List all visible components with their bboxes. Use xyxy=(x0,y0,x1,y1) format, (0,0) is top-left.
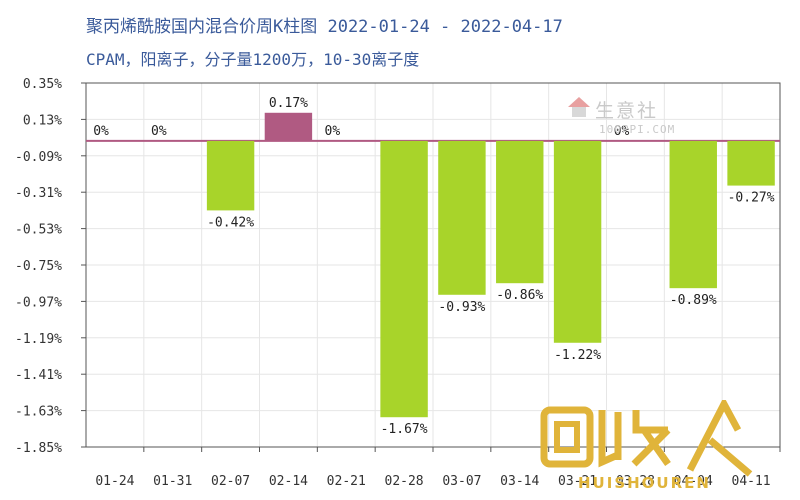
data-label: 0.17% xyxy=(269,96,308,111)
recycle-logo xyxy=(540,400,753,477)
bar xyxy=(669,140,717,289)
data-label: 0% xyxy=(151,124,167,139)
y-tick-label: -0.97% xyxy=(15,295,62,310)
bar xyxy=(206,140,255,211)
house-icon xyxy=(568,97,590,117)
chart-subtitle: CPAM，阳离子，分子量1200万，10-30离子度 xyxy=(86,50,420,69)
y-tick-label: -1.63% xyxy=(15,405,62,420)
watermark-main: 生意社 xyxy=(595,100,659,122)
x-tick-label: 01-31 xyxy=(153,474,192,489)
watermark: 生意社 100PPI.COM xyxy=(565,96,675,136)
bar xyxy=(496,140,544,284)
x-tick-label: 03-07 xyxy=(442,474,481,489)
logo-text: HUISHOUREN xyxy=(578,474,711,492)
x-tick-label: 02-07 xyxy=(211,474,250,489)
bar xyxy=(264,112,313,141)
y-tick-label: -1.19% xyxy=(15,332,62,347)
data-label: -0.89% xyxy=(670,293,717,308)
data-label: 0% xyxy=(614,124,630,139)
data-label: 0% xyxy=(93,124,109,139)
data-label: -0.27% xyxy=(728,191,775,206)
y-tick-label: 0.35% xyxy=(23,77,62,92)
data-label: -0.86% xyxy=(496,288,543,303)
x-tick-label: 04-11 xyxy=(732,474,771,489)
bar xyxy=(553,140,602,343)
y-tick-label: -0.53% xyxy=(15,223,62,238)
x-tick-label: 03-21 xyxy=(558,474,597,489)
chart-title: 聚丙烯酰胺国内混合价周K柱图 2022-01-24 - 2022-04-17 xyxy=(86,17,563,37)
bar xyxy=(380,140,428,418)
bar xyxy=(727,140,775,186)
x-tick-label: 04-04 xyxy=(674,474,713,489)
y-tick-label: -1.41% xyxy=(15,368,62,383)
watermark-sub: 100PPI.COM xyxy=(599,123,676,136)
data-label: -1.22% xyxy=(554,348,601,363)
x-tick-label: 01-24 xyxy=(95,474,134,489)
x-tick-label: 02-28 xyxy=(385,474,424,489)
data-label: 0% xyxy=(325,124,341,139)
y-tick-label: -0.09% xyxy=(15,150,62,165)
data-label: -0.42% xyxy=(207,215,254,230)
x-tick-label: 02-14 xyxy=(269,474,308,489)
x-tick-label: 03-28 xyxy=(616,474,655,489)
y-tick-label: 0.13% xyxy=(23,113,62,128)
y-tick-label: -1.85% xyxy=(15,441,62,456)
y-tick-label: -0.31% xyxy=(15,186,62,201)
x-tick-label: 02-21 xyxy=(327,474,366,489)
x-tick-label: 03-14 xyxy=(500,474,539,489)
bar xyxy=(438,140,486,295)
data-label: -1.67% xyxy=(381,422,428,437)
data-label: -0.93% xyxy=(438,300,485,315)
y-tick-label: -0.75% xyxy=(15,259,62,274)
